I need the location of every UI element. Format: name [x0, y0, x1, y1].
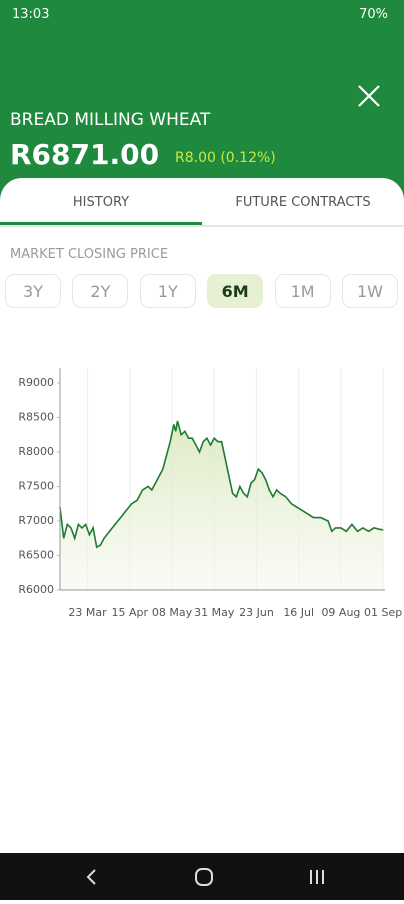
price: R6871.00	[10, 138, 160, 171]
x-tick-label: 15 Apr	[112, 606, 149, 619]
range-button[interactable]: 6M	[207, 274, 264, 308]
status-battery: 70%	[359, 7, 388, 22]
range-button[interactable]: 1Y	[139, 274, 196, 308]
section-label: MARKET CLOSING PRICE	[10, 247, 169, 262]
x-tick-label: 09 Aug	[321, 606, 360, 619]
back-button[interactable]	[86, 869, 96, 885]
x-tick-label: 23 Mar	[68, 606, 107, 619]
nav-icons	[86, 868, 324, 886]
y-tick-label: R6500	[18, 549, 54, 562]
title: BREAD MILLING WHEAT	[10, 110, 211, 130]
nav-bar	[0, 853, 404, 900]
tab[interactable]: HISTORY	[72, 195, 130, 210]
header	[0, 0, 404, 200]
price-change: R8.00 (0.12%)	[175, 150, 276, 166]
range-button[interactable]: 2Y	[72, 274, 129, 308]
y-tick-label: R7500	[18, 480, 54, 493]
x-tick-label: 01 Sep	[364, 606, 402, 619]
recents-button[interactable]	[310, 870, 324, 884]
chart: 23 Mar 15 Apr 08 May 31 May 23 Jun 16 Jul 09 A…	[18, 368, 402, 619]
x-tick-label: 23 Jun	[239, 606, 274, 619]
y-tick-label: R8500	[18, 411, 54, 424]
y-tick-label: R9000	[18, 376, 54, 389]
range-button[interactable]: 1W	[342, 274, 398, 308]
tab[interactable]: FUTURE CONTRACTS	[235, 195, 371, 210]
y-tick-label: R8000	[18, 445, 54, 458]
x-tick-label: 16 Jul	[283, 606, 314, 619]
y-tick-label: R7000	[18, 514, 54, 527]
area-fill	[60, 421, 384, 590]
close-button[interactable]	[355, 82, 383, 110]
x-tick-label: 31 May	[194, 606, 235, 619]
y-tick-label: R6000	[18, 583, 54, 596]
tab-indicator	[0, 222, 202, 225]
status-time: 13:03	[12, 7, 50, 22]
range-button[interactable]: 3Y	[5, 274, 61, 308]
range-button[interactable]: 1M	[274, 274, 331, 308]
divider	[0, 225, 404, 227]
x-tick-label: 08 May	[152, 606, 193, 619]
price-line	[59, 420, 384, 549]
home-button[interactable]	[195, 868, 213, 886]
